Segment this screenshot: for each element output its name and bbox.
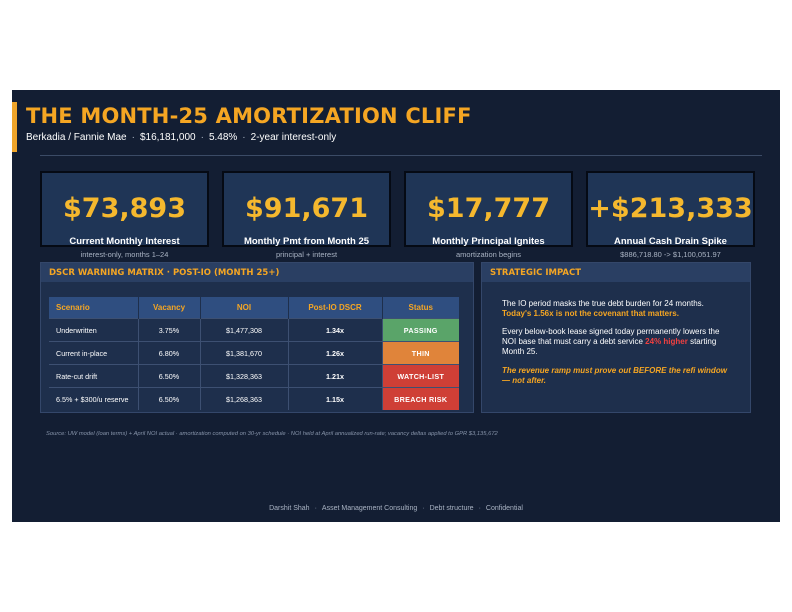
kpi-subtext: principal + interest	[275, 250, 338, 259]
column-header: Scenario	[49, 297, 139, 319]
subtitle-separator: ·	[200, 132, 204, 143]
kpi-value: $91,671	[245, 193, 368, 224]
source-note: Source: UW model (loan terms) + April NO…	[46, 431, 498, 437]
table-header-row: Scenario Vacancy NOI Post-IO DSCR Status	[49, 297, 459, 319]
kpi-value: +$213,333	[588, 193, 753, 224]
kpi-label: Monthly Pmt from Month 25	[243, 236, 370, 247]
scenario-cell: 6.5% + $300/u reserve	[49, 387, 139, 410]
status-badge: WATCH-LIST	[382, 364, 459, 388]
kpi-subtext: interest-only, months 1–24	[80, 250, 169, 259]
status-badge: BREACH RISK	[382, 387, 459, 410]
impact-text: Every below-book lease signed today perm…	[502, 327, 720, 347]
dscr-cell: 1.34x	[288, 318, 383, 342]
footer-author: Darshit Shah	[269, 505, 310, 512]
strategic-impact-panel: STRATEGIC IMPACT The IO period masks the…	[481, 262, 751, 413]
footer-firm: Asset Management Consulting	[321, 505, 418, 512]
footer-separator: ·	[478, 505, 481, 512]
dscr-warning-panel: DSCR WARNING MATRIX · POST-IO (MONTH 25+…	[40, 262, 474, 413]
footer-separator: ·	[422, 505, 425, 512]
header-divider	[40, 155, 762, 156]
noi-cell: $1,268,363	[200, 387, 289, 410]
kpi-label: Monthly Principal Ignites	[432, 236, 545, 247]
kpi-card-cash-drain-spike: +$213,333 Annual Cash Drain Spike	[586, 171, 755, 247]
status-badge: PASSING	[382, 318, 459, 342]
impact-paragraph-2: Every below-book lease signed today perm…	[502, 327, 727, 358]
kpi-label: Annual Cash Drain Spike	[614, 236, 727, 247]
kpi-card-current-interest: $73,893 Current Monthly Interest	[40, 171, 209, 247]
scenario-cell: Current in-place	[49, 341, 139, 365]
slide-subtitle: Berkadia / Fannie Mae · $16,181,000 · 5.48% ·…	[26, 132, 336, 143]
kpi-card-month25-payment: $91,671 Monthly Pmt from Month 25	[222, 171, 391, 247]
rate-text: 5.48%	[208, 132, 238, 143]
lender-text: Berkadia / Fannie Mae	[26, 132, 127, 143]
table-row: Current in-place 6.80% $1,381,670 1.26x …	[49, 341, 459, 365]
vacancy-cell: 6.80%	[138, 341, 201, 365]
impact-highlight: Today's 1.56x is not the covenant that m…	[502, 309, 679, 319]
status-badge: THIN	[382, 341, 459, 365]
impact-text: The IO period masks the true debt burden…	[502, 299, 704, 308]
vacancy-cell: 6.50%	[138, 387, 201, 410]
subtitle-separator: ·	[242, 132, 246, 143]
kpi-subtext: amortization begins	[455, 250, 522, 259]
term-text: 2-year interest-only	[250, 132, 337, 143]
column-header: Vacancy	[138, 297, 201, 319]
scenario-cell: Underwritten	[49, 318, 139, 342]
noi-cell: $1,477,308	[200, 318, 289, 342]
dscr-cell: 1.21x	[288, 364, 383, 388]
dscr-cell: 1.26x	[288, 341, 383, 365]
impact-highlight-red: 24% higher	[645, 337, 688, 347]
column-header: NOI	[200, 297, 289, 319]
dscr-table: Scenario Vacancy NOI Post-IO DSCR Status…	[49, 297, 459, 410]
panel-header: DSCR WARNING MATRIX · POST-IO (MONTH 25+…	[41, 263, 473, 282]
table-row: Rate-cut drift 6.50% $1,328,363 1.21x WA…	[49, 364, 459, 388]
panel-title: STRATEGIC IMPACT	[490, 268, 582, 278]
footer: Darshit Shah · Asset Management Consulting…	[12, 505, 780, 512]
impact-paragraph-1: The IO period masks the true debt burden…	[502, 299, 727, 319]
noi-cell: $1,381,670	[200, 341, 289, 365]
noi-cell: $1,328,363	[200, 364, 289, 388]
column-header: Status	[382, 297, 459, 319]
column-header: Post-IO DSCR	[288, 297, 383, 319]
scenario-cell: Rate-cut drift	[49, 364, 139, 388]
impact-text: starting Month 25.	[502, 337, 717, 357]
footer-separator: ·	[314, 505, 317, 512]
footer-topic: Debt structure	[429, 505, 474, 512]
table-row: Underwritten 3.75% $1,477,308 1.34x PASS…	[49, 318, 459, 342]
slide: THE MONTH-25 AMORTIZATION CLIFF Berkadia…	[12, 90, 780, 522]
table-row: 6.5% + $300/u reserve 6.50% $1,268,363 1…	[49, 387, 459, 410]
kpi-subtext: $886,718.80 -> $1,100,051.97	[620, 250, 721, 259]
title-accent-bar	[12, 102, 17, 152]
kpi-value: $17,777	[427, 193, 550, 224]
panel-header: STRATEGIC IMPACT	[482, 263, 750, 282]
dscr-cell: 1.15x	[288, 387, 383, 410]
kpi-card-principal-ignites: $17,777 Monthly Principal Ignites	[404, 171, 573, 247]
subtitle-separator: ·	[131, 132, 135, 143]
impact-paragraph-3: The revenue ramp must prove out BEFORE t…	[502, 366, 727, 386]
panel-title: DSCR WARNING MATRIX · POST-IO (MONTH 25+…	[49, 268, 280, 278]
footer-classification: Confidential	[485, 505, 523, 512]
kpi-value: $73,893	[63, 193, 186, 224]
vacancy-cell: 3.75%	[138, 318, 201, 342]
kpi-label: Current Monthly Interest	[69, 236, 180, 247]
slide-title: THE MONTH-25 AMORTIZATION CLIFF	[26, 104, 472, 128]
loan-amount-text: $16,181,000	[139, 132, 196, 143]
vacancy-cell: 6.50%	[138, 364, 201, 388]
